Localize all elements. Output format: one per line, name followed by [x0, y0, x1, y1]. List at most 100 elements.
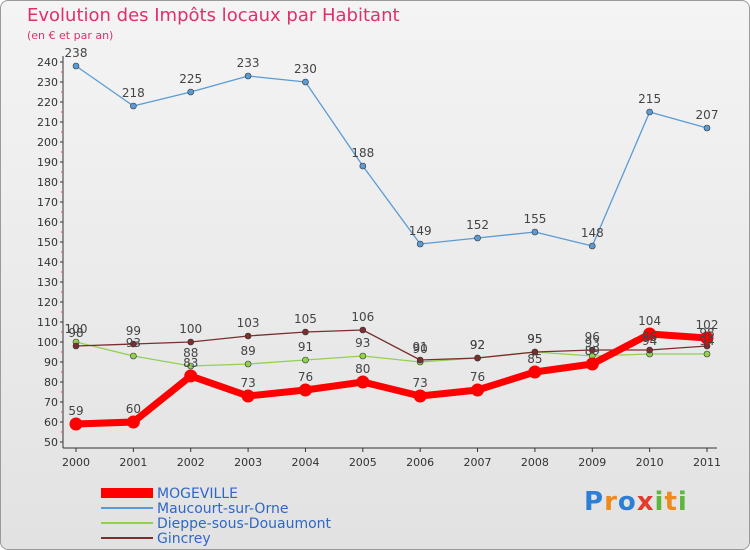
data-point — [356, 375, 370, 389]
data-point — [298, 383, 312, 397]
x-tick-label: 2005 — [349, 456, 377, 469]
x-tick-label: 2002 — [177, 456, 205, 469]
x-tick-label: 2007 — [464, 456, 492, 469]
y-tick-label: 170 — [37, 196, 58, 209]
data-label: 89 — [585, 344, 600, 358]
data-point — [244, 72, 252, 80]
data-point — [416, 240, 424, 248]
data-label: 104 — [638, 314, 661, 328]
series-line — [75, 65, 708, 247]
y-tick-label: 80 — [44, 376, 58, 389]
data-label: 73 — [413, 376, 428, 390]
data-point — [703, 124, 711, 132]
data-label: 80 — [355, 362, 370, 376]
data-point — [244, 360, 252, 368]
data-label: 89 — [240, 344, 255, 358]
data-label: 60 — [126, 402, 141, 416]
data-point — [646, 108, 653, 116]
data-point — [359, 326, 367, 334]
data-point — [359, 352, 367, 360]
x-tick-label: 2008 — [521, 456, 549, 469]
data-point — [588, 346, 596, 354]
y-tick-label: 130 — [37, 276, 58, 289]
y-tick-label: 230 — [37, 76, 58, 89]
data-point — [585, 357, 599, 371]
data-point — [302, 356, 309, 364]
data-point — [187, 338, 195, 346]
data-label: 96 — [642, 330, 657, 344]
x-tick-label: 2006 — [406, 456, 434, 469]
data-point — [69, 417, 83, 431]
data-label: 73 — [240, 376, 255, 390]
y-tick-label: 190 — [37, 156, 58, 169]
data-label: 148 — [581, 226, 604, 240]
data-label: 59 — [68, 404, 83, 418]
logo-letter: P — [584, 487, 605, 517]
data-point — [359, 162, 367, 170]
data-label: 238 — [65, 46, 88, 60]
data-label: 96 — [585, 330, 600, 344]
data-point — [130, 340, 137, 348]
data-label: 103 — [237, 316, 260, 330]
x-tick-label: 2009 — [578, 456, 606, 469]
data-point — [588, 242, 596, 250]
data-label: 92 — [470, 338, 485, 352]
data-label: 149 — [409, 224, 432, 238]
data-point — [531, 228, 539, 236]
data-label: 99 — [126, 324, 141, 338]
logo-letter: o — [617, 487, 637, 517]
data-point — [244, 332, 252, 340]
y-tick-label: 120 — [37, 296, 58, 309]
data-label: 93 — [355, 336, 370, 350]
x-tick-label: 2004 — [291, 456, 319, 469]
y-tick-label: 160 — [37, 216, 58, 229]
y-tick-label: 70 — [44, 396, 58, 409]
data-label: 215 — [638, 92, 661, 106]
data-label: 93 — [585, 336, 600, 350]
chart-subtitle: (en € et par an) — [27, 29, 114, 42]
y-tick-label: 200 — [37, 136, 58, 149]
series-line — [75, 329, 708, 361]
legend-label: MOGEVILLE — [157, 486, 238, 502]
data-point — [413, 389, 427, 403]
data-label: 155 — [523, 212, 546, 226]
data-point — [130, 102, 137, 110]
data-point — [646, 346, 653, 354]
data-label: 88 — [183, 346, 198, 360]
y-tick-label: 110 — [37, 316, 58, 329]
legend-swatch — [101, 488, 153, 498]
logo-letter: x — [636, 487, 655, 517]
data-point — [416, 356, 424, 364]
data-label: 94 — [642, 334, 657, 348]
y-tick-label: 220 — [37, 96, 58, 109]
data-label: 100 — [65, 322, 88, 336]
data-label: 85 — [527, 352, 542, 366]
data-point — [703, 350, 711, 358]
data-label: 90 — [413, 342, 428, 356]
data-point — [72, 342, 80, 350]
data-label: 233 — [237, 56, 260, 70]
data-label: 106 — [351, 310, 374, 324]
data-point — [471, 383, 485, 397]
data-point — [474, 354, 481, 362]
data-label: 102 — [696, 318, 719, 332]
data-label: 93 — [126, 336, 141, 350]
data-label: 76 — [470, 370, 485, 384]
logo-letter: i — [654, 487, 665, 517]
data-point — [528, 365, 542, 379]
legend-label: Gincrey — [157, 531, 211, 547]
legend-label: Dieppe-sous-Douaumont — [157, 516, 332, 532]
data-point — [130, 352, 137, 360]
series-line — [72, 330, 711, 428]
data-label: 152 — [466, 218, 489, 232]
data-point — [241, 389, 255, 403]
data-point — [302, 328, 309, 336]
data-point — [184, 369, 198, 383]
y-tick-label: 140 — [37, 256, 58, 269]
logo-letter: r — [604, 487, 618, 517]
data-label: 91 — [298, 340, 313, 354]
y-tick-label: 210 — [37, 116, 58, 129]
data-point — [72, 62, 80, 70]
y-tick-label: 240 — [37, 56, 58, 69]
